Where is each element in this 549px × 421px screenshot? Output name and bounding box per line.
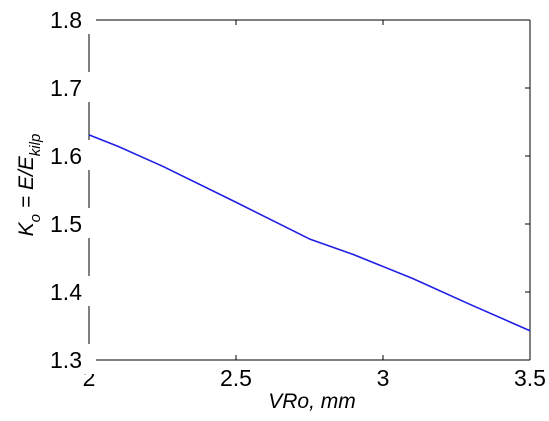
- y-tick-label-bg: [48, 72, 96, 102]
- y-tick-label: 1.6: [50, 143, 82, 169]
- ticks-layer: 2 2.5 3 3.51.31.41.51.61.71.8: [48, 4, 546, 391]
- y-tick-label: 1.3: [50, 347, 82, 373]
- x-axis-label: VRo, mm: [268, 390, 356, 413]
- y-tick-label: 1.7: [50, 75, 82, 101]
- y-tick-label: 1.5: [50, 211, 82, 237]
- plot-area: [88, 19, 531, 361]
- y-tick-label-bg: [48, 140, 96, 170]
- series-layer: [88, 134, 531, 332]
- x-tick-label: 2.5: [220, 365, 252, 391]
- y-tick-label-bg: [48, 4, 96, 34]
- y-tick-label: 1.4: [50, 279, 82, 305]
- y-axis-label: Ko = E/Ekilp: [15, 134, 44, 237]
- y-axis-label-base: K: [15, 221, 38, 236]
- y-tick-label-bg: [48, 276, 96, 306]
- y-tick-label: 1.8: [50, 7, 82, 33]
- y-tick-label-bg: [48, 208, 96, 238]
- series-line: [88, 134, 531, 332]
- y-axis-label-sub2: kilp: [27, 134, 44, 157]
- x-tick-label: 3: [377, 365, 390, 391]
- y-axis-label-sub1: o: [27, 214, 44, 222]
- y-tick-label-bg: [48, 344, 96, 374]
- y-axis-label-middle: = E/E: [15, 155, 38, 214]
- x-tick-label: 3.5: [514, 365, 546, 391]
